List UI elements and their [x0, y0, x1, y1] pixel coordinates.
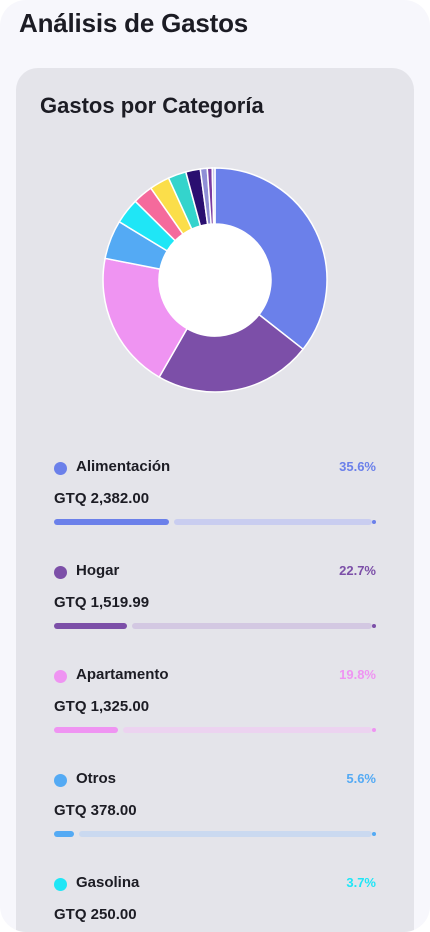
category-progress-fill: [54, 519, 169, 525]
category-progress-end-dot: [372, 728, 376, 732]
category-progress-end-dot: [372, 624, 376, 628]
category-color-dot: [54, 670, 67, 683]
card-title: Gastos por Categoría: [40, 93, 264, 118]
category-name: Gasolina: [76, 874, 140, 891]
category-name: Otros: [76, 770, 117, 787]
category-color-dot: [54, 566, 67, 579]
category-name: Hogar: [76, 562, 120, 579]
category-percent: 22.7%: [339, 563, 376, 578]
category-name: Apartamento: [76, 666, 169, 683]
category-percent: 35.6%: [339, 459, 376, 474]
category-item[interactable]: Otros 5.6% GTQ 378.00: [54, 770, 376, 840]
category-progress-fill: [54, 727, 118, 733]
category-color-dot: [54, 462, 67, 475]
category-item[interactable]: Gasolina 3.7% GTQ 250.00: [54, 874, 376, 932]
category-color-dot: [54, 774, 67, 787]
page-title: Análisis de Gastos: [19, 8, 249, 38]
donut-hole: [159, 224, 271, 336]
category-progress-fill: [54, 623, 127, 629]
category-item[interactable]: Alimentación 35.6% GTQ 2,382.00: [54, 458, 376, 528]
category-progress-track: [79, 831, 372, 837]
category-amount: GTQ 250.00: [54, 906, 137, 923]
category-progress-end-dot: [372, 520, 376, 524]
category-progress-track: [132, 623, 372, 629]
category-expenses-card: Gastos por Categoría Alimentación 35.6% GT…: [16, 68, 414, 932]
category-amount: GTQ 1,519.99: [54, 594, 150, 611]
donut-chart: [102, 167, 328, 393]
category-amount: GTQ 1,325.00: [54, 698, 150, 715]
category-color-dot: [54, 878, 67, 891]
category-percent: 19.8%: [339, 667, 376, 682]
category-name: Alimentación: [76, 458, 171, 475]
category-progress-track: [123, 727, 372, 733]
category-amount: GTQ 2,382.00: [54, 490, 150, 507]
category-percent: 3.7%: [346, 875, 376, 890]
category-amount: GTQ 378.00: [54, 802, 137, 819]
category-item[interactable]: Apartamento 19.8% GTQ 1,325.00: [54, 666, 376, 736]
category-item[interactable]: Hogar 22.7% GTQ 1,519.99: [54, 562, 376, 632]
category-progress-end-dot: [372, 832, 376, 836]
category-percent: 5.6%: [346, 771, 376, 786]
category-progress-fill: [54, 831, 74, 837]
category-progress-track: [174, 519, 372, 525]
